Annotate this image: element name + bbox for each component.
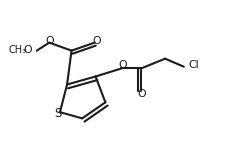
Text: Cl: Cl: [188, 60, 198, 70]
Text: O: O: [117, 60, 126, 70]
Text: O: O: [92, 36, 100, 46]
Text: S: S: [54, 106, 61, 120]
Text: O: O: [24, 45, 32, 55]
Text: O: O: [137, 89, 146, 99]
Text: CH₃: CH₃: [9, 45, 27, 55]
Text: O: O: [46, 36, 54, 46]
